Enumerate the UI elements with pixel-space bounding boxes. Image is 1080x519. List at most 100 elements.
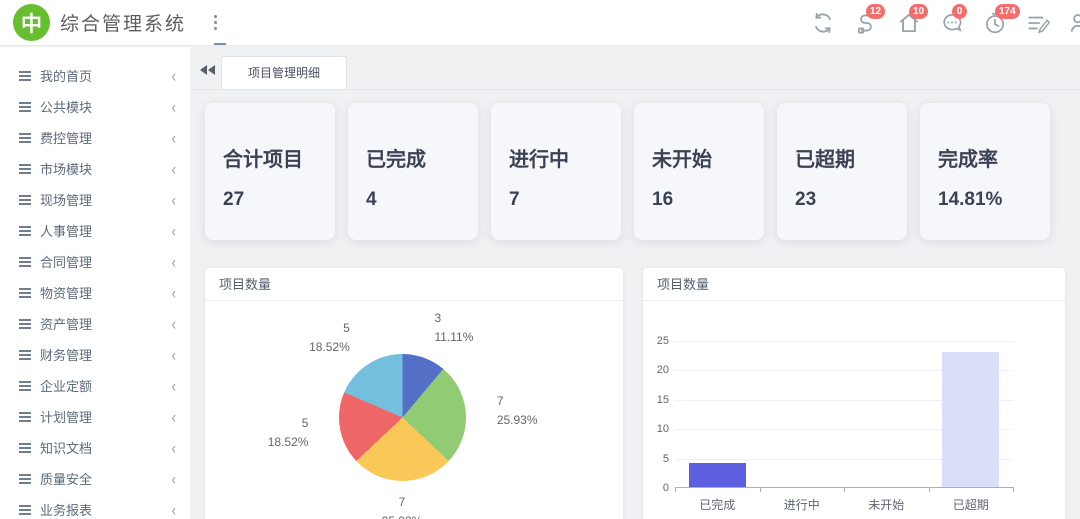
sidebar-item-label: 计划管理 [40, 410, 93, 425]
clock-badge: 174 [995, 4, 1020, 19]
sidebar-item-label: 企业定额 [40, 379, 93, 394]
sidebar-item-1[interactable]: 公共模块 ‹ [0, 91, 190, 122]
pie-chart[interactable]: 311.11% 725.93% 725.92% 518.52% 518.52% [205, 301, 623, 519]
bar-plot-area [675, 341, 1014, 492]
chevron-collapsed-icon: ‹ [171, 251, 176, 272]
sidebar-item-label: 我的首页 [40, 69, 93, 84]
chevron-collapsed-icon: ‹ [171, 189, 176, 210]
sidebar-item-label: 现场管理 [40, 193, 93, 208]
sidebar-item-4[interactable]: 现场管理 ‹ [0, 184, 190, 215]
pie-slice-label-2: 725.92% [382, 495, 423, 519]
app-logo-icon[interactable]: 中 [13, 4, 50, 41]
x-axis-label-2: 未开始 [868, 498, 905, 512]
menu-lines-icon [19, 504, 31, 515]
y-axis-label: 20 [656, 364, 669, 377]
y-axis-label: 10 [656, 423, 669, 436]
x-axis-tick [675, 487, 676, 492]
pie-slice-label-4: 5 18.52% [309, 320, 350, 354]
x-axis-tick [928, 487, 930, 492]
workflow-badge: 12 [866, 4, 886, 19]
workflow-icon[interactable]: 12 [853, 4, 886, 36]
bar-panel-title: 项目数量 [643, 268, 1065, 301]
pie-graphic[interactable] [338, 353, 466, 481]
chevron-collapsed-icon: ‹ [171, 96, 176, 117]
tasks-edit-icon[interactable] [1025, 10, 1051, 36]
sidebar-item-label: 业务报表 [40, 503, 93, 518]
bar-0[interactable] [688, 463, 746, 487]
stat-card-value: 23 [795, 189, 817, 210]
sidebar-item-0[interactable]: 我的首页 ‹ [0, 60, 190, 91]
chevron-collapsed-icon: ‹ [171, 158, 176, 179]
menu-lines-icon [19, 318, 31, 329]
stat-card-2: 进行中 7 [491, 103, 621, 240]
sidebar-item-2[interactable]: 费控管理 ‹ [0, 122, 190, 153]
home-badge: 10 [909, 4, 929, 19]
menu-lines-icon [19, 411, 31, 422]
sidebar-item-12[interactable]: 知识文档 ‹ [0, 432, 190, 463]
chevron-collapsed-icon: ‹ [171, 437, 176, 458]
x-axis-label-3: 已超期 [952, 498, 989, 512]
app-title: 综合管理系统 [60, 14, 187, 35]
pie-slice-label-1: 7 25.93% [496, 394, 538, 428]
dashboard-content: 合计项目 27 已完成 4 进行中 7 未开始 16 已超期 23 完成率 14… [190, 90, 1080, 519]
pie-panel-title: 项目数量 [205, 268, 623, 301]
x-axis-tick [844, 487, 845, 492]
sidebar-item-10[interactable]: 企业定额 ‹ [0, 370, 190, 401]
sidebar-item-label: 财务管理 [40, 348, 93, 363]
stat-card-5: 完成率 14.81% [920, 103, 1050, 240]
sidebar-item-label: 合同管理 [40, 255, 93, 270]
message-icon[interactable]: 0 [939, 4, 967, 36]
menu-row [214, 27, 227, 45]
sidebar-item-9[interactable]: 财务管理 ‹ [0, 339, 190, 370]
clock-icon[interactable]: 174 [982, 4, 1020, 36]
contacts-icon[interactable] [1068, 10, 1080, 36]
tab-project-detail[interactable]: 项目管理明细 [221, 56, 348, 89]
stat-card-value: 16 [652, 189, 674, 210]
chevron-collapsed-icon: ‹ [171, 65, 176, 86]
main-area: 项目管理明细 合计项目 27 已完成 4 进行中 7 未开始 16 已超期 23… [190, 47, 1080, 519]
stat-card-3: 未开始 16 [634, 103, 764, 240]
x-axis-label-1: 进行中 [783, 498, 820, 512]
sidebar-item-14[interactable]: 业务报表 ‹ [0, 494, 190, 519]
sidebar-item-label: 市场模块 [40, 162, 93, 177]
bar-3[interactable] [942, 351, 1000, 487]
sidebar-item-3[interactable]: 市场模块 ‹ [0, 153, 190, 184]
y-axis-label: 15 [656, 393, 669, 406]
chevron-collapsed-icon: ‹ [171, 220, 176, 241]
chevron-collapsed-icon: ‹ [171, 344, 176, 365]
sidebar-item-13[interactable]: 质量安全 ‹ [0, 463, 190, 494]
gridline [675, 370, 1013, 372]
menu-lines-icon [19, 163, 31, 174]
sidebar-item-8[interactable]: 资产管理 ‹ [0, 308, 190, 339]
tab-bar: 项目管理明细 [190, 47, 1080, 90]
logo-glyph: 中 [21, 12, 42, 36]
sidebar: 我的首页 ‹ 公共模块 ‹ 费控管理 ‹ 市场模块 ‹ 现场管理 ‹ 人事管理 [0, 47, 190, 519]
pie-panel: 项目数量 311.11% 725.93% 725.92% 518.52% 518.52% [205, 268, 623, 519]
menu-lines-icon [19, 225, 31, 236]
menu-row [214, 15, 227, 45]
y-axis-label: 0 [662, 482, 669, 494]
sidebar-item-7[interactable]: 物资管理 ‹ [0, 277, 190, 308]
sidebar-item-5[interactable]: 人事管理 ‹ [0, 215, 190, 246]
sidebar-item-6[interactable]: 合同管理 ‹ [0, 246, 190, 277]
menu-lines-icon [19, 101, 31, 112]
menu-lines-icon [19, 132, 31, 143]
bar-chart[interactable]: 0 5 10 15 20 25 已完成 进行中 未开始 已超期 [643, 301, 1065, 519]
menu-list-icon[interactable] [214, 15, 227, 45]
sidebar-item-label: 质量安全 [40, 472, 93, 487]
bar-panel: 项目数量 0 5 10 15 20 25 已完成 进行中 未开始 已超期 [643, 268, 1065, 519]
x-axis-label-0: 已完成 [699, 498, 736, 512]
topbar-actions: 12 10 0 174 [810, 0, 1080, 46]
gridline [675, 341, 1013, 342]
home-icon[interactable]: 10 [896, 4, 929, 36]
menu-lines-icon [19, 287, 31, 298]
refresh-icon[interactable] [810, 10, 836, 36]
sidebar-item-label: 人事管理 [40, 224, 93, 239]
stat-card-label: 已超期 [795, 149, 855, 171]
sidebar-item-label: 公共模块 [40, 100, 93, 115]
sidebar-item-11[interactable]: 计划管理 ‹ [0, 401, 190, 432]
y-axis-label: 25 [656, 335, 669, 347]
scroll-tabs-left-button[interactable] [200, 65, 215, 75]
stat-card-0: 合计项目 27 [205, 103, 335, 240]
